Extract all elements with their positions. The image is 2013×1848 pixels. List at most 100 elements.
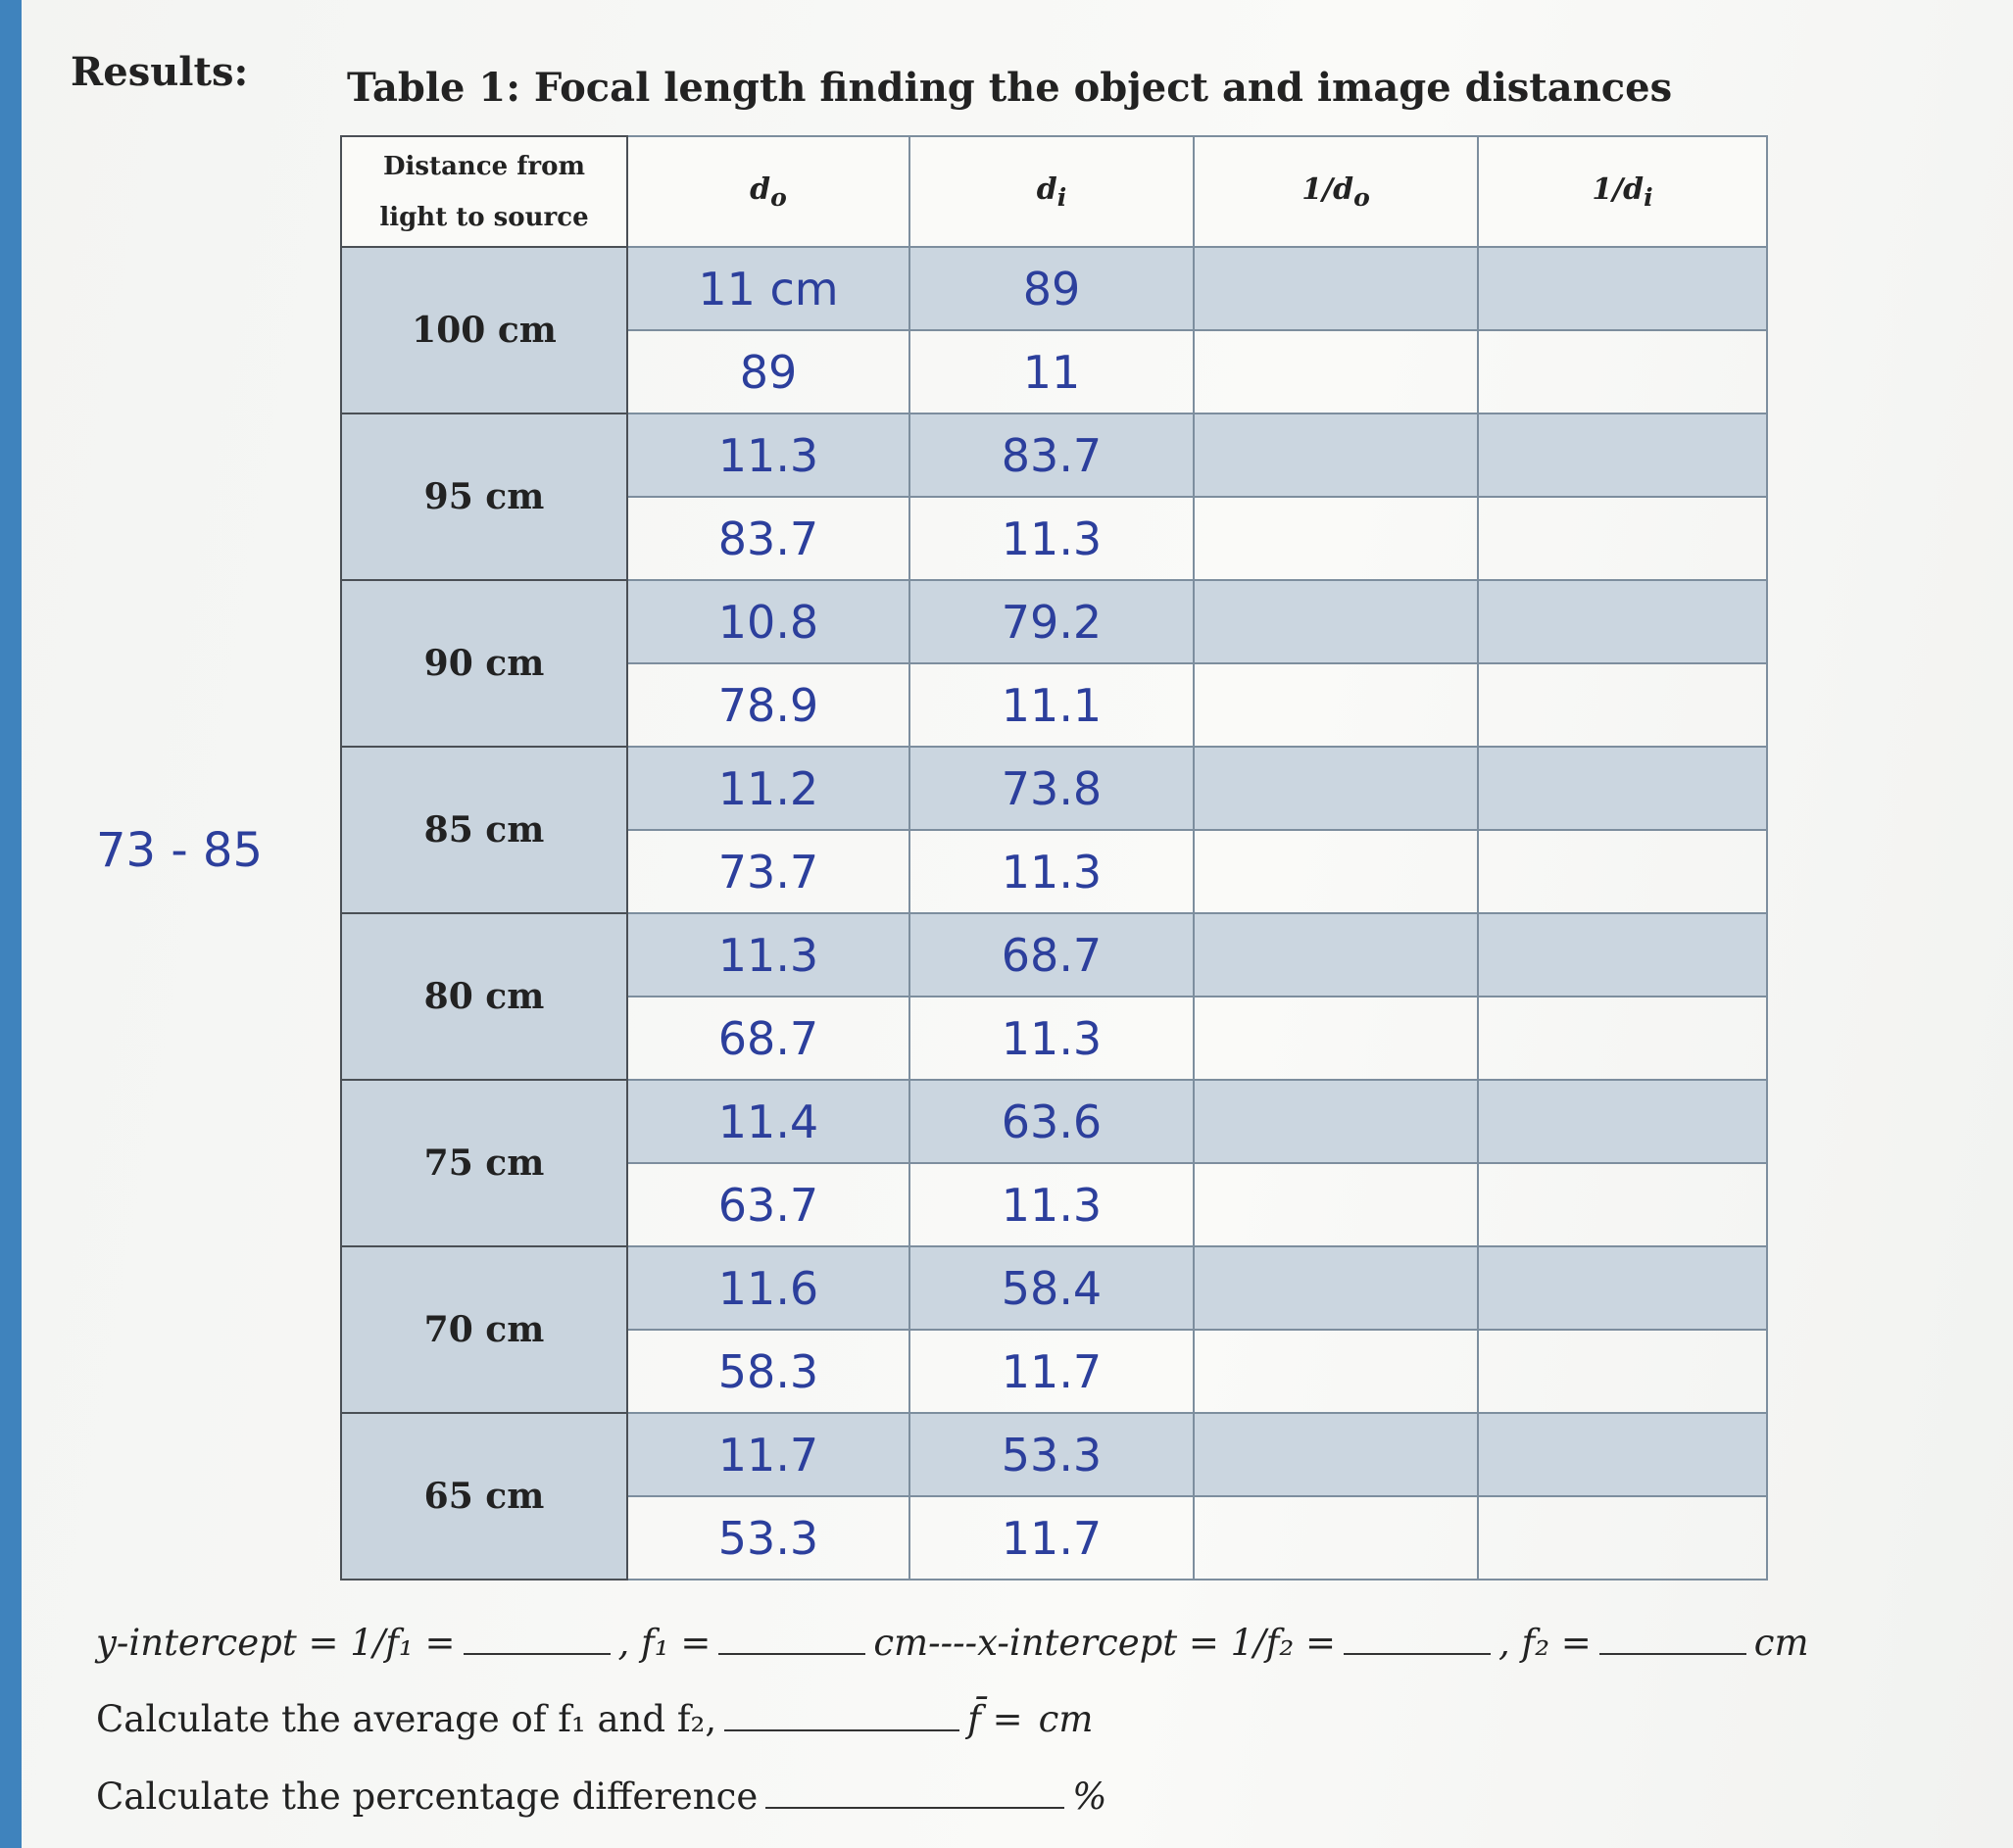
column-header: di bbox=[908, 135, 1195, 248]
header-text: 1/d bbox=[1301, 171, 1354, 207]
header-text: Distance from light to source bbox=[379, 151, 589, 232]
empty-cell bbox=[1193, 996, 1479, 1081]
empty-cell bbox=[1193, 579, 1479, 664]
empty-cell bbox=[1193, 246, 1479, 331]
footer-line: Calculate the percentage difference% bbox=[96, 1775, 1106, 1818]
header-text: 1/d bbox=[1592, 171, 1645, 207]
data-row: 100 cm 11 cm 89 bbox=[340, 246, 1768, 414]
answer-blank bbox=[1343, 1624, 1491, 1655]
value-cell: 11.3 bbox=[626, 912, 910, 997]
value-cell: 63.6 bbox=[908, 1079, 1195, 1164]
data-row: 83.7 11.3 bbox=[341, 496, 1768, 581]
value-cell: 11.7 bbox=[626, 1412, 910, 1497]
footer-text: Calculate the average of f₁ and f₂, bbox=[96, 1698, 717, 1740]
column-header: 1/do bbox=[1193, 135, 1479, 248]
value-cell: 11.3 bbox=[908, 1162, 1195, 1247]
data-row: 80 cm 11.3 68.7 bbox=[340, 912, 1768, 1081]
empty-cell bbox=[1477, 996, 1768, 1081]
header-subscript: o bbox=[1353, 182, 1370, 212]
empty-cell bbox=[1477, 1412, 1768, 1497]
data-row: 89 11 bbox=[341, 329, 1768, 414]
data-row: 53.3 11.7 bbox=[341, 1495, 1768, 1581]
value-cell: 11 bbox=[908, 329, 1195, 414]
distance-cell: 80 cm bbox=[340, 912, 628, 1081]
data-row: 70 cm 11.6 58.4 bbox=[340, 1245, 1768, 1414]
value-cell: 11.7 bbox=[908, 1329, 1195, 1414]
value-cell: 11.3 bbox=[908, 496, 1195, 581]
answer-blank bbox=[463, 1624, 611, 1655]
header-row: Distance from light to source do di 1/do 1/d… bbox=[340, 135, 1768, 248]
value-cell: 83.7 bbox=[626, 496, 910, 581]
value-cell: 79.2 bbox=[908, 579, 1195, 664]
margin-note: 73 - 85 bbox=[96, 823, 263, 878]
data-row: 95 cm 11.3 83.7 bbox=[340, 413, 1768, 581]
header-subscript: o bbox=[770, 182, 787, 212]
value-cell: 11.3 bbox=[626, 413, 910, 498]
value-cell: 83.7 bbox=[908, 413, 1195, 498]
footer-line: Calculate the average of f₁ and f₂, f̄ = c… bbox=[96, 1698, 1093, 1740]
empty-cell bbox=[1193, 329, 1479, 414]
data-row: 90 cm 10.8 79.2 bbox=[340, 579, 1768, 748]
empty-cell bbox=[1193, 1495, 1479, 1581]
footer-text: % bbox=[1072, 1775, 1107, 1818]
empty-cell bbox=[1193, 413, 1479, 498]
empty-cell bbox=[1193, 496, 1479, 581]
header-text: d bbox=[750, 171, 771, 207]
empty-cell bbox=[1477, 912, 1768, 997]
empty-cell bbox=[1477, 746, 1768, 831]
section-label: Results: bbox=[71, 49, 249, 95]
value-cell: 11.3 bbox=[908, 829, 1195, 914]
empty-cell bbox=[1477, 829, 1768, 914]
value-cell: 73.7 bbox=[626, 829, 910, 914]
value-cell: 11.6 bbox=[626, 1245, 910, 1331]
footer-text: y-intercept = 1/f₁ = bbox=[96, 1622, 456, 1664]
empty-cell bbox=[1193, 829, 1479, 914]
value-cell: 11 cm bbox=[626, 246, 910, 331]
empty-cell bbox=[1477, 329, 1768, 414]
footer-line: y-intercept = 1/f₁ = , f₁ = cm----x-interc… bbox=[96, 1622, 1809, 1664]
empty-cell bbox=[1477, 496, 1768, 581]
distance-cell: 90 cm bbox=[340, 579, 628, 748]
value-cell: 68.7 bbox=[908, 912, 1195, 997]
header-subscript: i bbox=[1056, 182, 1067, 212]
value-cell: 53.3 bbox=[626, 1495, 910, 1581]
column-header: do bbox=[626, 135, 910, 248]
distance-cell: 95 cm bbox=[340, 413, 628, 581]
empty-cell bbox=[1477, 579, 1768, 664]
empty-cell bbox=[1193, 1079, 1479, 1164]
answer-blank bbox=[724, 1700, 960, 1731]
value-cell: 11.3 bbox=[908, 996, 1195, 1081]
distance-cell: 65 cm bbox=[340, 1412, 628, 1581]
footer-text: , f₂ = bbox=[1497, 1622, 1592, 1664]
distance-cell: 75 cm bbox=[340, 1079, 628, 1247]
data-row: 85 cm 11.2 73.8 bbox=[340, 746, 1768, 914]
value-cell: 78.9 bbox=[626, 662, 910, 748]
value-cell: 58.4 bbox=[908, 1245, 1195, 1331]
data-row: 65 cm 11.7 53.3 bbox=[340, 1412, 1768, 1581]
value-cell: 63.7 bbox=[626, 1162, 910, 1247]
empty-cell bbox=[1193, 1412, 1479, 1497]
footer-text: , f₁ = bbox=[617, 1622, 712, 1664]
header-text: d bbox=[1036, 171, 1057, 207]
empty-cell bbox=[1477, 1245, 1768, 1331]
empty-cell bbox=[1477, 246, 1768, 331]
data-row: 68.7 11.3 bbox=[341, 996, 1768, 1081]
empty-cell bbox=[1193, 912, 1479, 997]
empty-cell bbox=[1477, 1329, 1768, 1414]
empty-cell bbox=[1193, 1245, 1479, 1331]
data-row: 75 cm 11.4 63.6 bbox=[340, 1079, 1768, 1247]
page-edge bbox=[0, 0, 22, 1848]
distance-cell: 70 cm bbox=[340, 1245, 628, 1414]
value-cell: 89 bbox=[626, 329, 910, 414]
footer-text: Calculate the percentage difference bbox=[96, 1775, 759, 1818]
empty-cell bbox=[1477, 413, 1768, 498]
value-cell: 11.1 bbox=[908, 662, 1195, 748]
value-cell: 10.8 bbox=[626, 579, 910, 664]
data-row: 73.7 11.3 bbox=[341, 829, 1768, 914]
empty-cell bbox=[1193, 1162, 1479, 1247]
value-cell: 11.2 bbox=[626, 746, 910, 831]
value-cell: 68.7 bbox=[626, 996, 910, 1081]
answer-blank bbox=[1598, 1624, 1746, 1655]
distance-cell: 85 cm bbox=[340, 746, 628, 914]
